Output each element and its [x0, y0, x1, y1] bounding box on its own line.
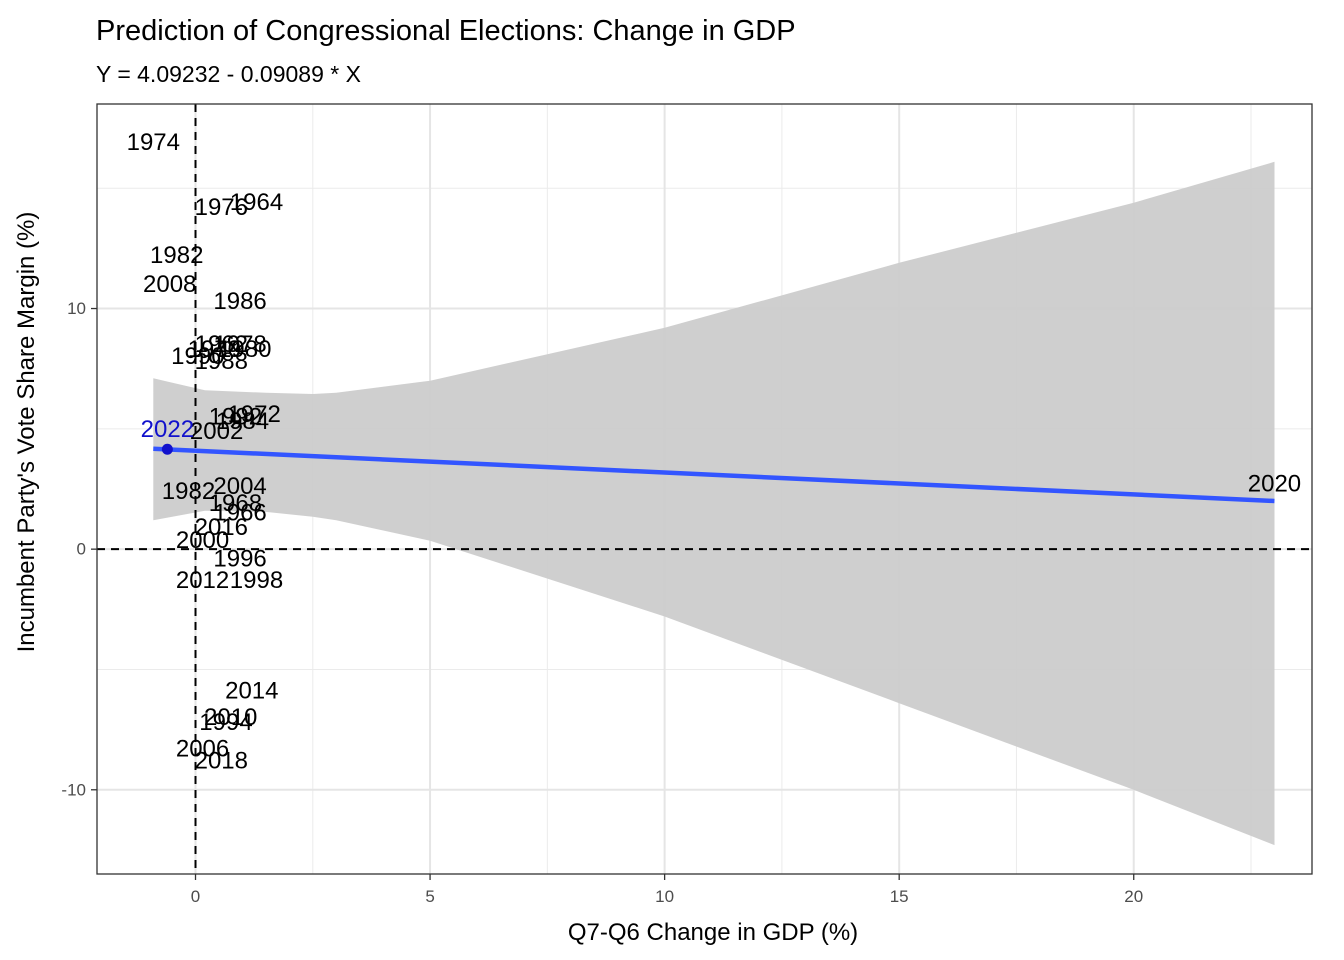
point-label: 1978 [213, 331, 266, 358]
x-tick-label: 0 [191, 887, 200, 906]
y-tick-label: 0 [77, 540, 86, 559]
x-tick-label: 15 [890, 887, 909, 906]
point-label: 1992 [209, 403, 262, 430]
point-label: 2004 [213, 473, 266, 500]
point-label: 1966 [213, 500, 266, 527]
point-label: 2006 [176, 735, 229, 762]
point-label: 1968 [209, 490, 262, 517]
chart-title: Prediction of Congressional Elections: C… [96, 15, 796, 47]
point-label: 1994 [199, 709, 252, 736]
plot-panel: 1974197619641982200819861962197819801970… [96, 103, 1313, 875]
point-label: 1996 [213, 545, 266, 572]
point-label: 2014 [225, 678, 278, 705]
y-axis-ticks: -10 0 10 [61, 299, 97, 799]
point-label: 1962 [195, 331, 248, 358]
highlight-point [161, 443, 173, 455]
point-label: 1998 [230, 567, 283, 594]
x-axis-title: Q7-Q6 Change in GDP (%) [568, 919, 858, 946]
point-label: 2010 [204, 704, 257, 731]
confidence-band [153, 161, 1275, 846]
point-label: 2000 [176, 527, 229, 554]
x-axis-ticks: 0 5 10 15 20 [191, 874, 1143, 906]
point-label: 1980 [218, 336, 271, 363]
point-labels: 1974197619641982200819861962197819801970… [127, 129, 1302, 774]
point-label: 2012 [176, 567, 229, 594]
point-label: 2008 [143, 271, 196, 298]
point-label: 1990 [171, 343, 224, 370]
point-label: 1982 [162, 478, 215, 505]
point-label: 2018 [195, 747, 248, 774]
y-axis-title: Incumbent Party's Vote Share Margin (%) [13, 212, 40, 653]
x-tick-label: 5 [425, 887, 434, 906]
point-label: 2002 [190, 418, 243, 445]
highlight-label: 2022 [141, 416, 194, 443]
point-label: 1984 [216, 408, 269, 435]
point-label: 1976 [195, 194, 248, 221]
point-label: 1972 [227, 401, 280, 428]
point-label: 1986 [213, 288, 266, 315]
x-tick-label: 20 [1124, 887, 1143, 906]
chart-subtitle: Y = 4.09232 - 0.09089 * X [96, 61, 361, 87]
point-label: 1988 [195, 348, 248, 375]
point-label: 1974 [127, 129, 180, 156]
point-label: 1982 [150, 242, 203, 269]
point-label: 2016 [195, 514, 248, 541]
y-tick-label: -10 [61, 780, 86, 799]
regression-line [153, 446, 1275, 504]
y-tick-label: 10 [67, 299, 86, 318]
panel-border [96, 103, 1313, 875]
point-label: 1964 [230, 189, 283, 216]
point-label: 1970 [188, 336, 241, 363]
x-tick-label: 10 [655, 887, 674, 906]
point-label: 2020 [1248, 471, 1301, 498]
